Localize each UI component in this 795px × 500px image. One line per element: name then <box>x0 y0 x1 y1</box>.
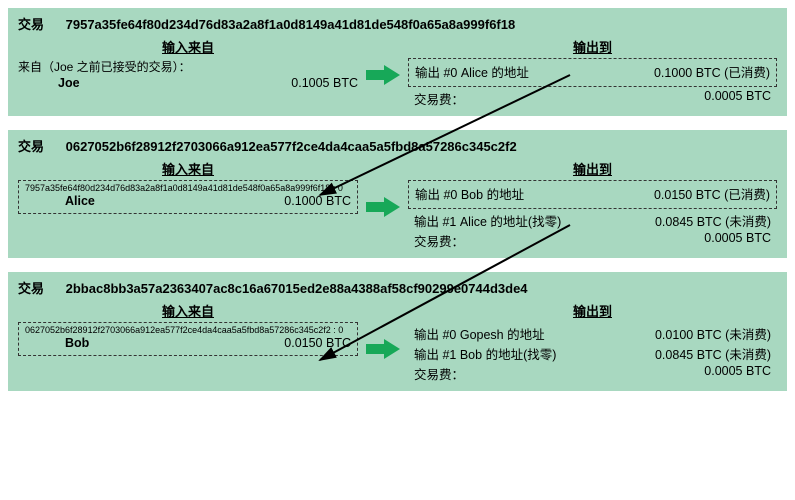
input-amount: 0.1005 BTC <box>291 76 358 90</box>
output-label: 输出 #0 Gopesh 的地址 <box>414 324 545 343</box>
output-label: 输出 #1 Alice 的地址(找零) <box>414 211 561 230</box>
output-box: 输出 #0 Alice 的地址 0.1000 BTC (已消费) <box>408 58 777 87</box>
fee-amount: 0.0005 BTC <box>704 231 771 250</box>
output-title: 输出到 <box>408 159 777 178</box>
tx-header: 交易 7957a35fe64f80d234d76d83a2a8f1a0d8149… <box>18 14 777 33</box>
input-amount: 0.1000 BTC <box>284 194 351 208</box>
tx-label: 交易 <box>18 139 44 154</box>
input-box: 0627052b6f28912f2703066a912ea577f2ce4da4… <box>18 322 358 356</box>
input-amount: 0.0150 BTC <box>284 336 351 350</box>
tx-hash: 2bbac8bb3a57a2363407ac8c16a67015ed2e88a4… <box>66 281 528 296</box>
flow-arrow-icon <box>358 37 408 85</box>
output-amount: 0.0150 BTC (已消费) <box>654 184 770 203</box>
output-label: 输出 #0 Alice 的地址 <box>415 62 529 81</box>
input-name: Bob <box>65 336 89 350</box>
fee-label: 交易费： <box>414 89 464 108</box>
fee-amount: 0.0005 BTC <box>704 89 771 108</box>
output-amount: 0.0100 BTC (未消费) <box>655 324 771 343</box>
tx-label: 交易 <box>18 281 44 296</box>
output-label: 输出 #1 Bob 的地址(找零) <box>414 344 556 363</box>
input-title: 输入来自 <box>18 301 358 320</box>
output-column: 输出到 输出 #0 Alice 的地址 0.1000 BTC (已消费) 交易费… <box>408 37 777 108</box>
transaction-block-2: 交易 0627052b6f28912f2703066a912ea577f2ce4… <box>8 130 787 258</box>
input-source-note: 来自（Joe 之前已接受的交易）： <box>18 58 358 75</box>
tx-hash: 0627052b6f28912f2703066a912ea577f2ce4da4… <box>66 139 517 154</box>
fee-label: 交易费： <box>414 364 464 383</box>
tx-header: 交易 0627052b6f28912f2703066a912ea577f2ce4… <box>18 136 777 155</box>
output-box: 输出 #0 Bob 的地址 0.0150 BTC (已消费) <box>408 180 777 209</box>
input-column: 输入来自 7957a35fe64f80d234d76d83a2a8f1a0d81… <box>18 159 358 214</box>
transaction-block-3: 交易 2bbac8bb3a57a2363407ac8c16a67015ed2e8… <box>8 272 787 391</box>
input-name: Joe <box>58 76 80 90</box>
output-title: 输出到 <box>408 37 777 56</box>
flow-arrow-icon <box>358 301 408 359</box>
output-amount: 0.0845 BTC (未消费) <box>655 211 771 230</box>
input-name: Alice <box>65 194 95 208</box>
output-title: 输出到 <box>408 301 777 320</box>
input-title: 输入来自 <box>18 37 358 56</box>
input-title: 输入来自 <box>18 159 358 178</box>
output-label: 输出 #0 Bob 的地址 <box>415 184 524 203</box>
output-column: 输出到 输出 #0 Bob 的地址 0.0150 BTC (已消费) 输出 #1… <box>408 159 777 250</box>
output-amount: 0.1000 BTC (已消费) <box>654 62 770 81</box>
output-amount: 0.0845 BTC (未消费) <box>655 344 771 363</box>
input-ref-hash: 0627052b6f28912f2703066a912ea577f2ce4da4… <box>25 325 351 335</box>
fee-amount: 0.0005 BTC <box>704 364 771 383</box>
input-column: 输入来自 来自（Joe 之前已接受的交易）： Joe 0.1005 BTC <box>18 37 358 91</box>
tx-header: 交易 2bbac8bb3a57a2363407ac8c16a67015ed2e8… <box>18 278 777 297</box>
tx-hash: 7957a35fe64f80d234d76d83a2a8f1a0d8149a41… <box>66 17 516 32</box>
transaction-block-1: 交易 7957a35fe64f80d234d76d83a2a8f1a0d8149… <box>8 8 787 116</box>
input-box: 7957a35fe64f80d234d76d83a2a8f1a0d8149a41… <box>18 180 358 214</box>
input-column: 输入来自 0627052b6f28912f2703066a912ea577f2c… <box>18 301 358 356</box>
fee-label: 交易费： <box>414 231 464 250</box>
tx-label: 交易 <box>18 17 44 32</box>
output-column: 输出到 输出 #0 Gopesh 的地址 0.0100 BTC (未消费) 输出… <box>408 301 777 383</box>
input-ref-hash: 7957a35fe64f80d234d76d83a2a8f1a0d8149a41… <box>25 183 351 193</box>
flow-arrow-icon <box>358 159 408 217</box>
